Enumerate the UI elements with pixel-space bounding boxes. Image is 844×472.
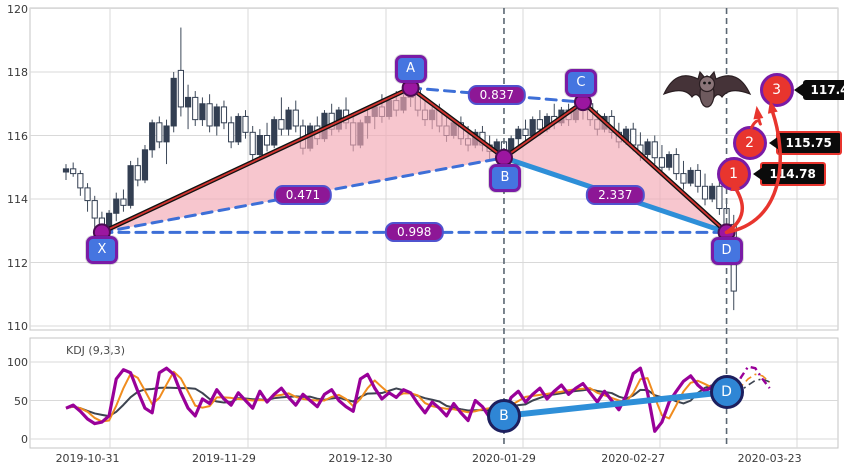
candle-body	[666, 154, 673, 168]
kdj-bd-trend-line	[500, 389, 730, 419]
x-tick-label: 2019-11-29	[191, 452, 256, 465]
kdj-d-proj	[733, 373, 771, 394]
candle-body	[249, 131, 256, 156]
x-tick-label: 2019-10-31	[55, 452, 120, 465]
candle-body	[62, 168, 70, 173]
panel-border	[29, 337, 839, 449]
pattern-point-handle-c[interactable]: C	[564, 69, 597, 98]
tag-notch-icon	[768, 136, 779, 151]
candle-body	[141, 149, 149, 181]
y-tick-label: 114	[7, 193, 28, 206]
candle-body	[77, 173, 84, 189]
candle-body	[235, 115, 242, 143]
kdj-y-tick-label: 50	[14, 394, 28, 408]
fib-ratio-label: 2.337	[586, 185, 645, 206]
candle-body	[242, 115, 249, 133]
target-price-tag: 117.44	[793, 79, 844, 100]
x-tick-label: 2019-12-30	[328, 452, 393, 465]
candle-body	[658, 157, 666, 168]
candle-body	[213, 106, 220, 127]
candle-body	[149, 122, 156, 151]
candle-body	[177, 69, 184, 108]
target-price-tag: 115.75	[768, 131, 842, 156]
target-circle-2: 2	[732, 126, 767, 161]
target-circle-1: 1	[716, 157, 751, 192]
candle-body	[156, 122, 163, 143]
pattern-point-handle-b[interactable]: B	[488, 163, 521, 192]
candle-body	[278, 119, 285, 130]
candle-body	[522, 128, 529, 136]
candle-body	[687, 169, 694, 184]
y-tick-label: 116	[7, 129, 28, 143]
candle-body	[120, 198, 127, 206]
y-tick-label: 118	[7, 66, 28, 79]
candle-body	[515, 128, 522, 140]
pattern-point-handle-x[interactable]: X	[85, 236, 118, 265]
kdj-point-handle-b[interactable]: B	[486, 398, 521, 433]
candle-body	[134, 165, 141, 181]
candle-body	[292, 109, 299, 127]
x-tick-label: 2020-02-27	[601, 452, 666, 465]
candle-body	[263, 135, 271, 146]
kdj-j-proj	[732, 365, 771, 395]
candle-body	[206, 103, 213, 127]
candle-body	[228, 122, 235, 143]
kdj-title: KDJ (9,3,3)	[66, 344, 125, 357]
candle-body	[170, 77, 177, 127]
candle-body	[680, 173, 687, 184]
candle-body	[199, 103, 206, 121]
fib-ratio-label: 0.837	[467, 85, 526, 106]
candle-body	[113, 198, 120, 214]
pattern-point-handle-a[interactable]: A	[394, 54, 427, 83]
kdj-point-handle-d[interactable]: D	[709, 375, 744, 410]
candle-body	[127, 165, 134, 206]
candle-body	[271, 119, 278, 146]
candle-body	[651, 141, 658, 159]
candle-body	[220, 106, 228, 124]
candle-body	[163, 125, 170, 143]
kdj-y-tick-label: 0	[21, 433, 28, 446]
candle-body	[644, 141, 651, 156]
candle-body	[256, 135, 263, 156]
candle-body	[192, 96, 199, 121]
fib-ratio-label: 0.998	[385, 222, 444, 243]
candle-body	[709, 185, 716, 200]
y-tick-label: 110	[7, 320, 28, 333]
tag-notch-icon	[793, 82, 804, 97]
candle-body	[716, 185, 723, 210]
candle-body	[84, 187, 91, 202]
pattern-fill	[101, 87, 504, 233]
candle-body	[673, 154, 680, 175]
candle-body	[536, 119, 543, 130]
candle-body	[701, 185, 709, 200]
y-tick-label: 120	[7, 2, 28, 16]
x-tick-label: 2020-01-29	[472, 452, 536, 465]
fib-ratio-label: 0.471	[273, 185, 333, 206]
candle-body	[91, 200, 98, 219]
candle-body	[285, 109, 292, 130]
candle-body	[184, 96, 192, 108]
x-tick-label: 2020-03-23	[737, 452, 802, 465]
tag-notch-icon	[752, 167, 763, 182]
kdj-k-line	[65, 384, 735, 418]
target-circle-3: 3	[759, 72, 794, 107]
candle-body	[70, 168, 77, 175]
pattern-fill	[503, 102, 727, 233]
candle-body	[694, 169, 701, 187]
kdj-y-tick-label: 100	[7, 356, 28, 369]
target-price-tag: 114.78	[752, 162, 826, 187]
y-tick-label: 112	[7, 256, 28, 270]
pattern-point-handle-d[interactable]: D	[710, 237, 743, 266]
